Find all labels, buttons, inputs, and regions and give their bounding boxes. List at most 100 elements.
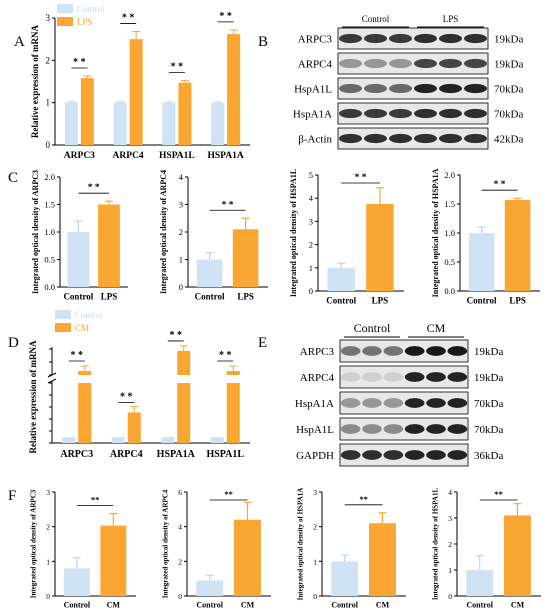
x-tick-label: Control — [64, 601, 91, 610]
legend-swatch-control — [57, 4, 73, 13]
blot-band — [339, 83, 362, 94]
blot-band — [414, 108, 437, 119]
y-tick-label: 2.0 — [444, 170, 455, 180]
bar-treatment — [98, 204, 120, 287]
blot-protein-label: HspA1A — [293, 109, 332, 121]
western-blot-b: Control LPS ARPC3 19kDa ARPC4 19kDa HspA1L 70kD… — [293, 14, 523, 150]
blot-band — [464, 133, 487, 144]
blot-band — [439, 33, 462, 44]
blot-band — [414, 133, 437, 144]
y-tick-label: 0 — [46, 140, 51, 150]
blot-protein-label: ARPC3 — [298, 34, 333, 46]
bar-treatment — [226, 383, 240, 443]
significance-label: * * — [219, 11, 232, 22]
bar-treatment-upper — [226, 371, 240, 375]
y-tick-label: 0 — [309, 286, 313, 296]
blot-kda-label: 19kDa — [474, 346, 503, 358]
blot-strip — [337, 27, 489, 50]
blot-band — [362, 398, 382, 408]
blot-kda-label: 36kDa — [474, 450, 503, 462]
blot-band — [404, 450, 425, 460]
blot-band — [447, 346, 468, 356]
chart-c2: 0 1 2 3 4 Integrated optical density of ARPC4… — [159, 170, 268, 302]
y-axis-title: Integrated optical density of ARPC3 — [30, 489, 38, 598]
blot-strip — [337, 77, 489, 100]
blot-band — [414, 33, 437, 44]
bar-treatment-upper — [177, 350, 191, 375]
blot-band — [439, 108, 462, 119]
western-blot-e: Control CM ARPC3 19kDa ARPC4 19kDa HspA1A 70kDa… — [295, 321, 503, 467]
y-axis-title: Integrated optical density of HSPA1L — [432, 488, 440, 601]
x-tick-label: Control — [466, 601, 493, 610]
bar-treatment — [177, 383, 191, 443]
y-tick-label: 0.0 — [44, 282, 55, 292]
blot-band — [447, 450, 468, 460]
chart-c4: 0.0 0.5 1.0 1.5 2.0 Integrated optical densit… — [431, 168, 540, 305]
blot-band — [364, 108, 387, 119]
y-tick-label: 1 — [46, 98, 51, 108]
blot-protein-label: HspA1L — [294, 84, 332, 96]
y-axis-title: Integrated optical density of ARPC4 — [159, 170, 168, 294]
significance-label: ** — [91, 494, 100, 504]
bar-control — [64, 102, 78, 145]
blot-group-label: LPS — [443, 14, 459, 24]
x-tick-label: CM — [107, 601, 121, 610]
y-tick-label: 1 — [448, 566, 452, 575]
blot-band — [404, 424, 425, 434]
y-tick-label: 3 — [46, 13, 51, 23]
y-tick-label: 0.5 — [44, 255, 55, 265]
y-axis-title: Integrated optical density of HSPA1L — [289, 169, 298, 297]
bar-treatment — [80, 78, 94, 145]
y-axis-title: Integrated optical density of ARPC4 — [162, 489, 170, 598]
bar-control — [111, 437, 125, 443]
blot-band — [383, 346, 404, 356]
bar-treatment — [366, 204, 394, 291]
significance-label: ** — [224, 489, 233, 499]
blot-strip — [337, 102, 489, 125]
blot-kda-label: 70kDa — [494, 84, 523, 96]
blot-band — [404, 398, 425, 408]
y-tick-label: 3 — [309, 216, 313, 226]
blot-band — [364, 33, 387, 44]
y-tick-label: 1.0 — [44, 227, 55, 237]
blot-group-label: Control — [354, 321, 391, 335]
y-tick-label: 4 — [309, 193, 314, 203]
y-tick-label: 1.5 — [44, 200, 55, 210]
y-tick-label: 2 — [179, 227, 183, 237]
blot-band — [383, 450, 404, 460]
y-tick-label: 1.0 — [444, 228, 455, 238]
y-axis-title: Relative expression of mRNA — [30, 24, 40, 138]
blot-band — [389, 108, 412, 119]
y-tick-label: 0.5 — [444, 257, 455, 267]
y-axis-title: Integrated optical density of HSPA1A — [431, 168, 440, 297]
bar-treatment-upper — [78, 371, 92, 375]
y-tick-label: 2 — [46, 55, 51, 65]
y-tick-label: 0 — [448, 592, 452, 601]
x-tick-label: LPS — [101, 292, 118, 302]
bar-control — [67, 232, 90, 287]
blot-band — [362, 346, 382, 356]
blot-kda-label: 19kDa — [474, 372, 503, 384]
y-tick-label: 3 — [448, 514, 452, 523]
legend-label-treatment: CM — [75, 323, 89, 333]
chart-f3: 0 1 2 3 Integrated optical density of HSPA1A… — [297, 488, 406, 610]
x-tick-label: CM — [511, 601, 525, 610]
blot-band — [364, 58, 387, 69]
x-tick-label: Control — [196, 601, 223, 610]
blot-band — [414, 83, 437, 94]
blot-band — [464, 108, 487, 119]
blot-band — [464, 83, 487, 94]
y-tick-label: 2 — [309, 240, 313, 250]
y-tick-label: 0 — [46, 592, 50, 601]
bar-treatment — [227, 34, 241, 145]
bar-control — [211, 102, 225, 145]
x-tick-label: ARPC3 — [64, 151, 95, 161]
significance-label: * * — [122, 13, 135, 24]
x-tick-label: Control — [195, 292, 225, 302]
legend-swatch-treatment — [55, 323, 71, 332]
significance-label: * * — [120, 391, 133, 402]
y-tick-label: 1 — [309, 263, 313, 273]
y-tick-label: 0 — [313, 592, 317, 601]
legend-swatch-control — [55, 310, 71, 319]
bar-control — [468, 233, 495, 291]
